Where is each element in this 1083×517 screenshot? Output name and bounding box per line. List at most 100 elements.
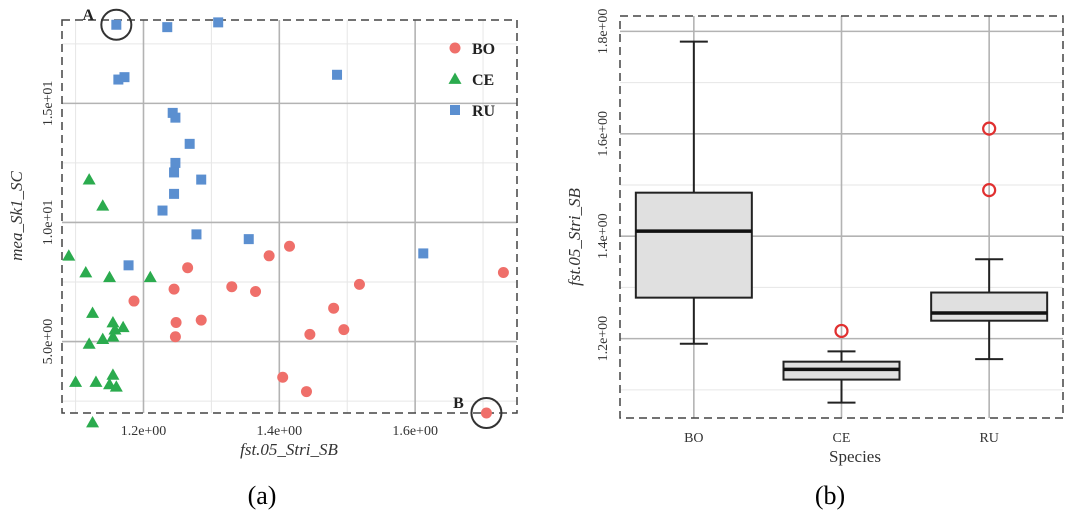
scatter-point-bo (168, 283, 180, 295)
scatter-point-ce (143, 270, 157, 283)
scatter-point-bo (128, 295, 140, 307)
scatter-x-ticks: 1.2e+00 1.4e+00 1.6e+00 (121, 424, 438, 439)
scatter-point-ru (119, 72, 130, 83)
scatter-point-ce (96, 332, 110, 345)
scatter-point-bo (304, 328, 316, 340)
outlier-point (982, 183, 997, 198)
scatter-annotations: AB (83, 7, 503, 429)
boxplot-boxes (634, 40, 1049, 404)
scatter-point-ru (213, 17, 224, 28)
scatter-grid (62, 20, 517, 413)
scatter-point-ce (86, 306, 100, 318)
panel-label-b: (b) (815, 481, 845, 510)
annotation-circle (100, 8, 133, 41)
box-iqr (930, 291, 1049, 322)
scatter-point-bo (195, 314, 207, 326)
x-tick-label: BO (684, 431, 703, 446)
scatter-point-bo (497, 266, 509, 278)
scatter-point-ru (196, 174, 207, 185)
boxplot-y-axis-label: fst.05_Stri_SB (565, 188, 584, 286)
scatter-point-bo (226, 281, 238, 293)
scatter-point-bo (250, 286, 262, 298)
scatter-point-ce (82, 337, 96, 349)
y-tick-label: 1.2e+00 (596, 316, 611, 362)
box-ce (782, 323, 901, 404)
scatter-point-ru (191, 229, 202, 240)
panel-label-a: (a) (248, 481, 277, 510)
legend-label: CE (472, 72, 494, 89)
x-tick-label: 1.4e+00 (257, 424, 303, 439)
y-tick-label: 1.6e+00 (596, 111, 611, 157)
scatter-point-ce (116, 320, 130, 333)
scatter-point-bo (328, 302, 340, 314)
scatter-point-bo (182, 262, 194, 274)
scatter-point-ru (113, 74, 124, 85)
scatter-point-ru (169, 188, 180, 199)
scatter-point-ce (106, 368, 120, 380)
scatter-point-bo (263, 250, 275, 262)
scatter-points (62, 17, 509, 428)
y-tick-label: 5.0e+00 (41, 319, 56, 365)
scatter-point-ce (62, 249, 76, 261)
scatter-point-ru (162, 22, 173, 33)
y-tick-label: 1.0e+01 (41, 200, 56, 246)
scatter-y-axis-label: mea_Sk1_SC (7, 170, 26, 260)
scatter-y-ticks: 5.0e+00 1.0e+01 1.5e+01 (41, 81, 56, 365)
y-tick-label: 1.4e+00 (596, 213, 611, 259)
legend-label: RU (472, 103, 496, 120)
boxplot-x-axis-label: Species (829, 447, 881, 466)
legend-marker-ce (448, 72, 462, 84)
box-bo (634, 40, 753, 345)
scatter-point-ru (243, 234, 254, 245)
box-ru (930, 121, 1049, 361)
scatter-point-bo (353, 278, 365, 290)
legend-marker-ru (450, 105, 460, 115)
outlier-point (982, 121, 997, 136)
scatter-point-bo (300, 386, 312, 398)
scatter-plot-frame (61, 19, 518, 414)
outlier-point (834, 323, 849, 339)
scatter-point-bo (338, 324, 350, 336)
boxplot-y-ticks: 1.2e+00 1.4e+00 1.6e+00 1.8e+00 (596, 9, 611, 362)
scatter-point-ce (103, 270, 117, 283)
boxplot-x-ticks: BO CE RU (684, 431, 999, 446)
scatter-point-ce (82, 173, 96, 185)
x-tick-label: 1.2e+00 (121, 424, 167, 439)
scatter-point-ce (106, 330, 120, 342)
scatter-point-ce (96, 199, 110, 211)
y-tick-label: 1.5e+01 (41, 81, 56, 127)
scatter-point-ru (170, 157, 181, 168)
x-tick-label: 1.6e+00 (392, 424, 438, 439)
scatter-point-ru (170, 112, 181, 123)
scatter-legend: BO CE RU (448, 41, 496, 120)
scatter-x-axis-label: fst.05_Stri_SB (240, 440, 338, 459)
scatter-point-ce (89, 375, 103, 387)
boxplot-plot-frame (619, 15, 1064, 419)
scatter-point-ru (332, 69, 343, 80)
scatter-point-ce (86, 416, 100, 428)
scatter-point-bo (284, 240, 295, 252)
scatter-point-bo (480, 407, 492, 419)
scatter-point-ru (123, 260, 134, 271)
annotation-label: A (83, 7, 95, 24)
box-iqr (634, 191, 753, 299)
scatter-point-ce (106, 315, 120, 328)
legend-label: BO (472, 41, 495, 58)
scatter-point-ru (111, 19, 122, 30)
x-tick-label: CE (833, 431, 851, 446)
scatter-point-ru (184, 138, 195, 149)
scatter-point-ce (103, 377, 117, 390)
scatter-point-ce (69, 375, 83, 387)
scatter-point-ru (169, 167, 180, 178)
scatter-point-ce (79, 265, 93, 278)
boxplot-panel: BO CE RU 1.2e+00 1.4e+00 1.6e+00 1.8e+00 Spec… (565, 9, 1064, 510)
scatter-point-ru (157, 205, 168, 216)
y-tick-label: 1.8e+00 (596, 9, 611, 55)
x-tick-label: RU (979, 431, 998, 446)
scatter-point-bo (277, 371, 289, 383)
scatter-point-bo (170, 316, 182, 328)
scatter-point-ce (108, 323, 122, 335)
annotation-circle (470, 397, 503, 429)
annotation-label: B (453, 395, 464, 412)
